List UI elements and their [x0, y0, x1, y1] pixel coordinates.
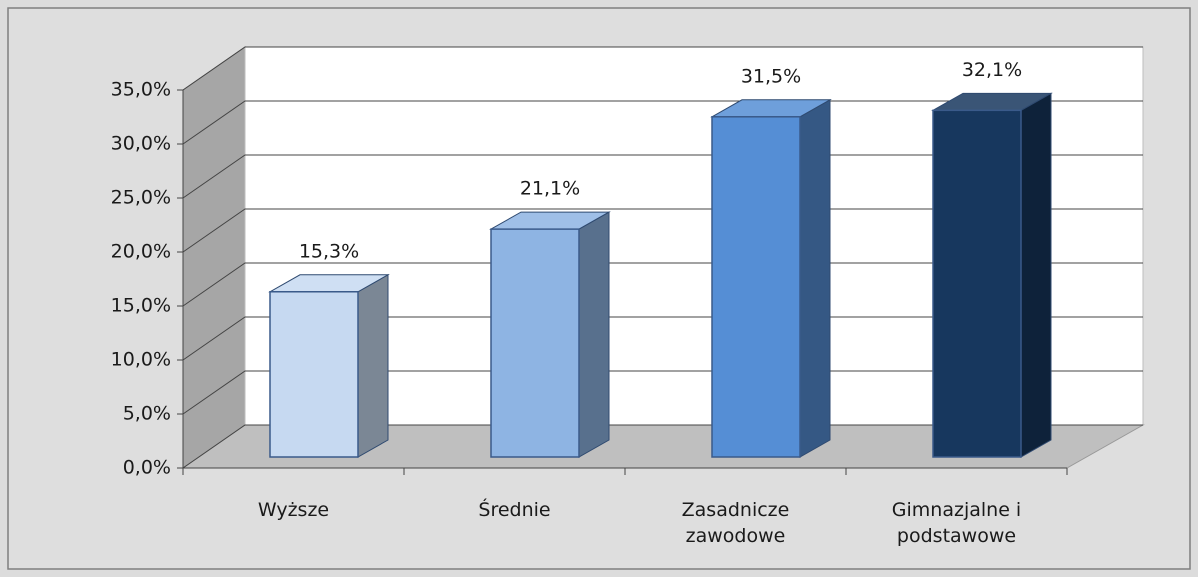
- bar-side: [799, 98, 831, 458]
- x-tick-label: Wyższe: [257, 499, 330, 521]
- x-tick-label: Zasadnicze zawodowe: [681, 499, 790, 547]
- y-tick-label: 5,0%: [123, 403, 171, 425]
- grid-line: [182, 100, 1143, 145]
- bar-side: [1020, 92, 1052, 458]
- grid-line: [182, 262, 1143, 307]
- y-tick-label: 15,0%: [111, 295, 171, 317]
- grid-line: [182, 370, 1143, 415]
- bar: [490, 228, 580, 458]
- grid-line: [182, 316, 1143, 361]
- value-label: 31,5%: [741, 65, 801, 87]
- bar: [269, 291, 359, 458]
- value-label: 21,1%: [520, 178, 580, 200]
- grid-line: [182, 208, 1143, 253]
- y-tick-label: 30,0%: [111, 133, 171, 155]
- grid-line: [182, 46, 1143, 91]
- y-tick-label: 35,0%: [111, 79, 171, 101]
- grid-line: [182, 424, 1143, 469]
- y-tick-label: 20,0%: [111, 241, 171, 263]
- side-wall: [182, 46, 246, 469]
- y-tick-label: 25,0%: [111, 187, 171, 209]
- bar-side: [357, 273, 389, 458]
- grid-line: [182, 154, 1143, 199]
- bar: [932, 109, 1022, 458]
- x-tick-label: Średnie: [478, 499, 551, 521]
- y-tick-label: 0,0%: [123, 457, 171, 479]
- bar: [711, 116, 801, 458]
- y-tick-label: 10,0%: [111, 349, 171, 371]
- value-label: 32,1%: [962, 59, 1022, 81]
- value-label: 15,3%: [299, 240, 359, 262]
- bar-side: [578, 211, 610, 458]
- x-tick-label: Gimnazjalne i podstawowe: [891, 499, 1022, 547]
